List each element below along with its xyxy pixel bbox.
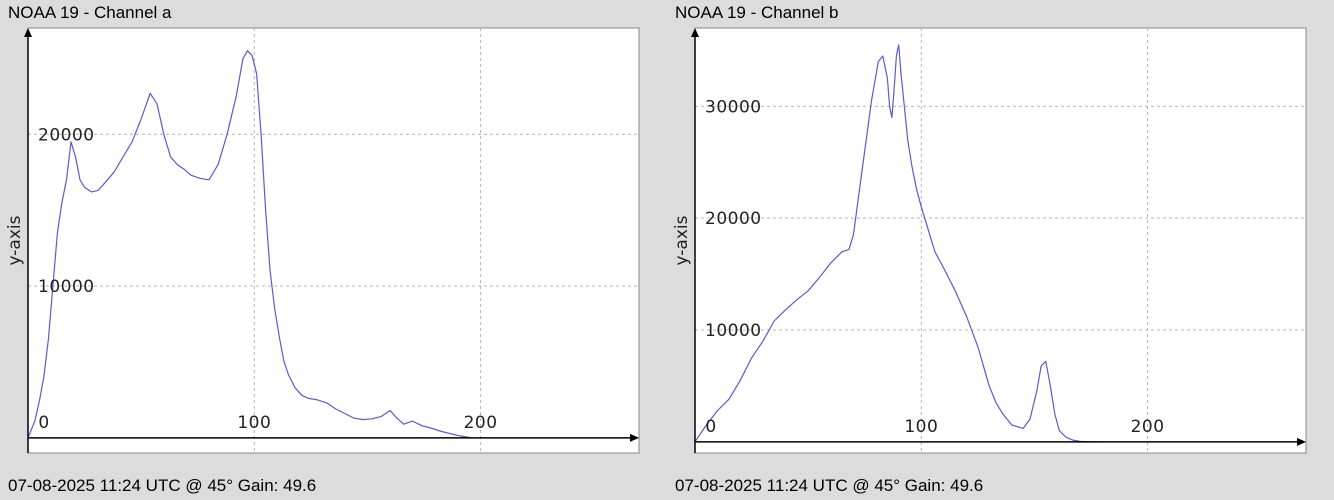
y-axis-label: y-axis	[5, 215, 25, 265]
x-tick-label: 100	[237, 413, 271, 433]
x-axis-arrow	[1297, 437, 1306, 446]
x-tick-label: 200	[464, 413, 498, 433]
y-axis-arrow	[691, 28, 699, 37]
y-axis-arrow	[24, 28, 32, 37]
chart-footer-status: 07-08-2025 11:24 UTC @ 45° Gain: 49.6	[8, 476, 317, 495]
x-tick-label: 100	[904, 417, 938, 437]
x-tick-label: 0	[38, 413, 49, 433]
chart-panel-channel-b: NOAA 19 - Channel b 0 100 200 10000 20000 300…	[667, 0, 1334, 500]
y-tick-label: 20000	[705, 209, 762, 229]
chart-title: NOAA 19 - Channel b	[675, 3, 839, 22]
x-axis-arrow	[630, 433, 639, 442]
chart-plot: 0 100 200 10000 20000 30000 y-axis	[672, 27, 1307, 454]
y-axis-label: y-axis	[672, 215, 692, 265]
y-tick-label: 30000	[705, 97, 762, 117]
plot-area	[27, 27, 640, 454]
chart-plot: 0 100 200 10000 20000 y-axis	[5, 27, 640, 454]
chart-footer-status: 07-08-2025 11:24 UTC @ 45° Gain: 49.6	[675, 476, 984, 495]
series-line	[27, 50, 472, 439]
x-tick-label: 0	[705, 417, 716, 437]
chart-panel-channel-a: NOAA 19 - Channel a 0 100 200 10000 20000 y-a…	[5, 3, 640, 495]
plot-area	[694, 27, 1307, 454]
chart-title: NOAA 19 - Channel a	[8, 3, 172, 22]
y-tick-label: 10000	[38, 277, 95, 297]
x-tick-label: 200	[1131, 417, 1165, 437]
y-tick-label: 10000	[705, 321, 762, 341]
y-tick-label: 20000	[38, 125, 95, 145]
series-line	[694, 44, 1103, 443]
